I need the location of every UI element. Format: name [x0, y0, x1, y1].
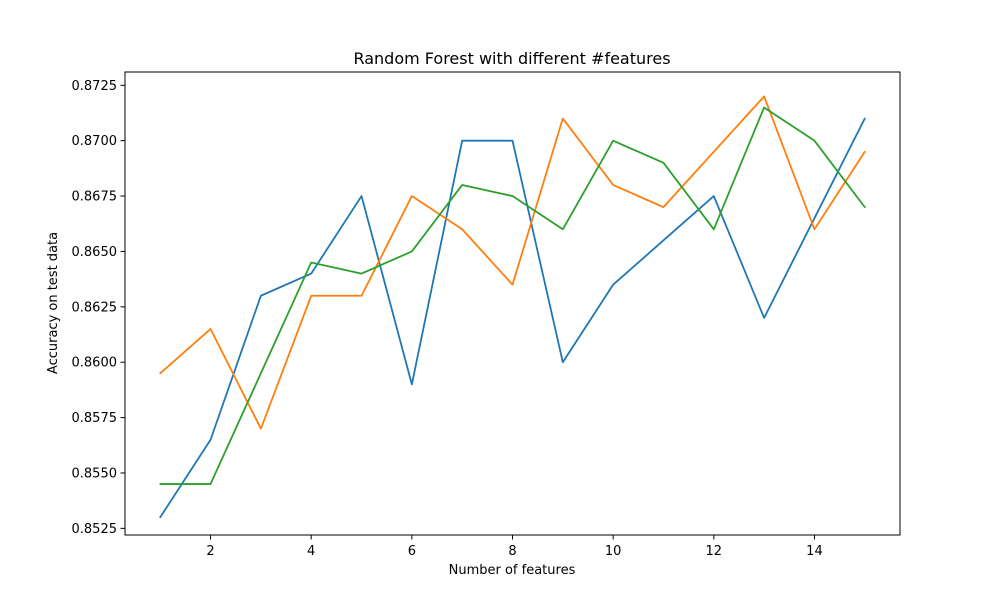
x-tick-label: 2 [206, 544, 214, 559]
x-tick-label: 12 [706, 544, 723, 559]
series-line-3 [159, 106, 866, 485]
y-tick-label: 0.8525 [72, 522, 118, 537]
x-tick-label: 8 [508, 544, 516, 559]
y-tick-label: 0.8675 [72, 190, 118, 205]
x-tick-label: 14 [806, 544, 823, 559]
y-tick-label: 0.8575 [72, 411, 118, 426]
series-line-1 [159, 117, 866, 519]
x-tick-label: 10 [605, 544, 622, 559]
x-tick-label: 6 [408, 544, 416, 559]
y-tick-label: 0.8550 [72, 466, 118, 481]
x-axis-label: Number of features [449, 563, 576, 578]
series-line-2 [159, 95, 866, 430]
y-tick-label: 0.8700 [72, 134, 118, 149]
y-tick-label: 0.8600 [72, 356, 118, 371]
x-tick-label: 4 [307, 544, 315, 559]
y-tick-label: 0.8725 [72, 79, 118, 94]
y-axis-ticks: 0.8525 0.8550 0.8575 0.8600 0.8625 0.8650 0.86… [72, 79, 125, 537]
y-tick-label: 0.8650 [72, 245, 118, 260]
chart-title: Random Forest with different #features [353, 49, 670, 68]
series-layer [159, 95, 866, 519]
y-axis-label: Accuracy on test data [46, 232, 61, 374]
x-axis-ticks: 2 4 6 8 10 12 14 [206, 535, 823, 559]
y-tick-label: 0.8625 [72, 300, 118, 315]
